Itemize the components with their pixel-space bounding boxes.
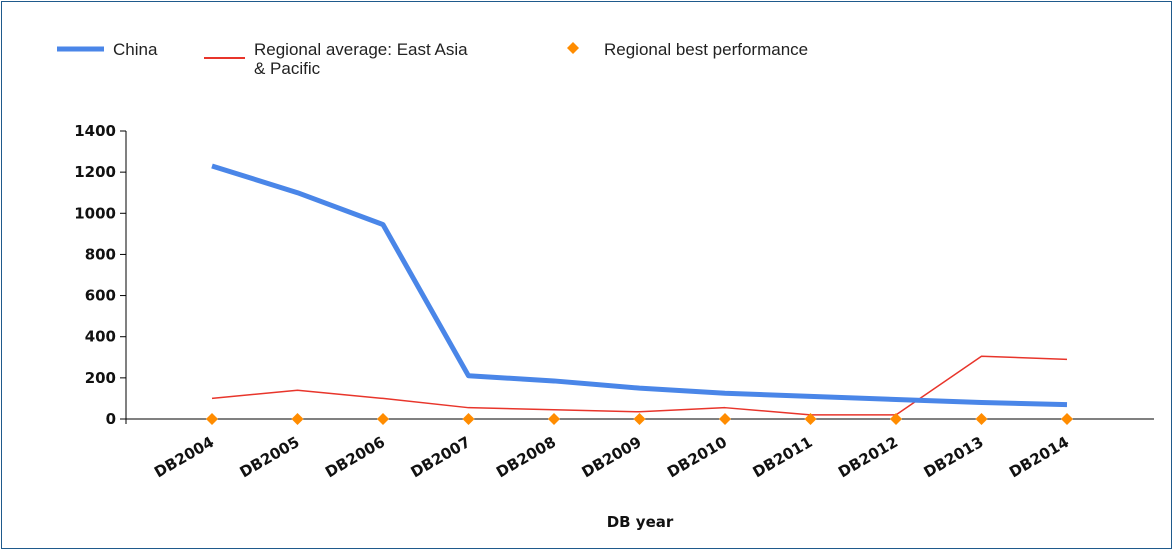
x-tick-label: DB2012 <box>835 433 901 481</box>
y-tick-label: 800 <box>85 245 116 263</box>
legend-label-china: China <box>113 40 158 59</box>
axes <box>125 131 1154 424</box>
y-tick-label: 600 <box>85 287 116 305</box>
regional-best-marker <box>1061 413 1073 425</box>
x-tick-label: DB2011 <box>750 433 816 481</box>
y-tick-label: 0 <box>106 410 116 428</box>
x-tick-label: DB2007 <box>408 433 474 481</box>
regional-best-marker <box>975 413 988 425</box>
regional-best-marker <box>206 413 218 425</box>
x-tick-label: DB2010 <box>664 433 730 481</box>
y-tick-label: 1200 <box>74 163 116 181</box>
legend-swatch-regional-best <box>567 42 579 54</box>
y-tick-label: 400 <box>85 328 116 346</box>
regional-best-marker <box>462 413 475 425</box>
y-tick-label: 1400 <box>74 122 116 140</box>
legend-label-regional-average-line1: Regional average: East Asia <box>254 40 468 59</box>
regional-best-marker <box>804 413 817 425</box>
china-line <box>211 163 1068 408</box>
y-axis-ticks: 0 200 400 600 800 1000 1200 1400 <box>74 122 126 428</box>
legend: China Regional average: East Asia & Paci… <box>57 40 808 78</box>
regional-best-marker <box>377 413 389 425</box>
legend-item-china: China <box>57 40 158 59</box>
regional-average-line <box>211 355 1068 416</box>
regional-best-marker <box>291 413 304 425</box>
legend-label-regional-best: Regional best performance <box>604 40 808 59</box>
x-tick-label: DB2014 <box>1006 433 1072 481</box>
regional-best-marker <box>719 413 731 425</box>
x-axis-title: DB year <box>607 513 674 531</box>
y-tick-label: 1000 <box>74 204 116 222</box>
series-layer <box>206 163 1073 425</box>
x-tick-label: DB2008 <box>493 433 559 481</box>
regional-best-marker <box>548 413 560 425</box>
regional-best-marker <box>633 413 646 425</box>
x-tick-label: DB2005 <box>237 433 303 481</box>
legend-label-regional-average-line2: & Pacific <box>254 59 321 78</box>
legend-item-regional-best: Regional best performance <box>567 40 808 59</box>
x-tick-label: DB2004 <box>151 433 217 481</box>
x-tick-label: DB2006 <box>322 433 388 481</box>
x-axis-ticks: DB2004 DB2005 DB2006 DB2007 DB2008 DB2009 DB20… <box>151 419 1072 481</box>
legend-item-regional-average: Regional average: East Asia & Pacific <box>204 40 468 78</box>
regional-best-marker <box>890 413 902 425</box>
x-tick-label: DB2009 <box>579 433 645 481</box>
y-tick-label: 200 <box>85 369 116 387</box>
x-tick-label: DB2013 <box>921 433 987 481</box>
